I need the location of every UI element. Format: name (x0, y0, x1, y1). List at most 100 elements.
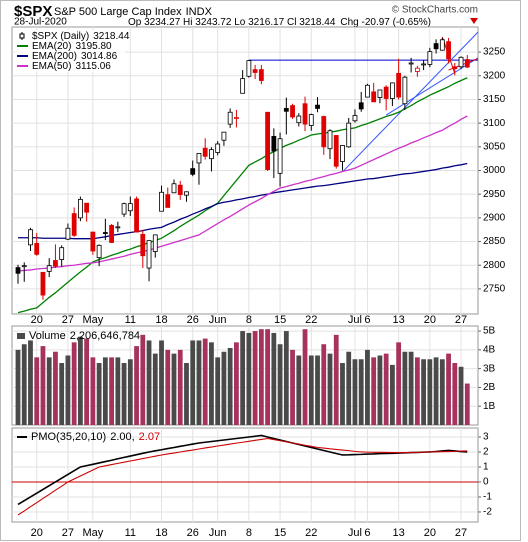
candle-body (134, 198, 139, 233)
candle-body (439, 39, 445, 51)
legend-name: EMA(20) (32, 41, 71, 52)
y-tick-label: 3B (483, 363, 496, 374)
volume-bar (146, 340, 152, 425)
y-tick-label: 1 (483, 462, 489, 473)
volume-bar (390, 364, 395, 425)
y-tick-label: 3050 (483, 141, 506, 152)
candle-body (365, 84, 370, 98)
volume-bar (439, 359, 445, 425)
candle-body (233, 117, 239, 119)
volume-bar (59, 363, 65, 425)
panel-bar (12, 326, 478, 425)
volume-bar (159, 340, 164, 425)
x-tick-label: 15 (274, 527, 286, 539)
volume-bar (127, 359, 133, 425)
volume-bar (315, 355, 320, 425)
volume-bar (134, 346, 139, 425)
legend-value: 3014.86 (81, 51, 118, 62)
volume-bar (196, 340, 202, 425)
volume-bar (215, 357, 221, 425)
candle-body (302, 103, 308, 125)
candle-body (102, 232, 108, 234)
volume-bar (290, 349, 295, 425)
volume-bar (121, 363, 127, 425)
volume-bar (53, 351, 58, 425)
y-tick-label: -2 (483, 507, 492, 518)
x-tick-label: 22 (305, 314, 317, 326)
candle-body (452, 66, 458, 70)
volume-bar (333, 334, 339, 425)
candle-body (146, 240, 152, 269)
y-tick-label: 0 (483, 477, 489, 488)
candle-body (277, 138, 283, 174)
x-tick-label: Jul (348, 527, 362, 539)
volume-bar (352, 359, 358, 425)
x-tick-label: 6 (364, 314, 370, 326)
candle-body (296, 115, 302, 124)
legend-entry: EMA(200) 3014.86 (32, 51, 118, 62)
candle-body (271, 136, 277, 152)
y-tick-label: 3150 (483, 94, 506, 105)
legend-name: $SPX (Daily) (32, 31, 89, 42)
volume-bar (383, 353, 389, 425)
candle-body (321, 116, 327, 148)
panel-line (12, 428, 478, 522)
volume-bar (115, 357, 121, 425)
candle-body (127, 203, 133, 212)
candle-body (78, 198, 83, 219)
volume-bar (240, 331, 246, 425)
y-tick-label: 3100 (483, 118, 506, 129)
volume-bar (414, 357, 420, 425)
candle-body (227, 111, 233, 125)
x-tick-label: 26 (187, 314, 199, 326)
volume-bar (258, 329, 264, 425)
y-tick-label: 2800 (483, 260, 506, 271)
candle-body (377, 89, 383, 98)
title: Volume (29, 330, 66, 342)
candle-body (209, 149, 214, 160)
x-tick-label: Jun (209, 527, 227, 539)
candle-body (246, 60, 252, 77)
candle-body (71, 213, 77, 236)
volume-bar (65, 355, 71, 425)
candle-body (389, 82, 395, 99)
x-tick-label: 22 (305, 527, 317, 539)
candle-body (283, 108, 289, 112)
volume-title: Volume 2,206,646,784 (29, 330, 140, 342)
volume-bar (28, 340, 33, 425)
pmo-line (17, 434, 468, 506)
candle-body (383, 86, 389, 99)
volume-bar (252, 331, 258, 425)
down-arrow (470, 18, 478, 24)
title-value: 2,206,646,784 (70, 330, 140, 342)
volume-bar (165, 349, 171, 425)
legend-icon (17, 333, 25, 339)
legend-box (15, 30, 125, 72)
copyright: © StockCharts.com (392, 5, 478, 16)
volume-bar (271, 332, 277, 425)
y-tick-label: 2850 (483, 236, 506, 247)
panel-candlestick (12, 27, 478, 314)
volume-bar (221, 351, 227, 425)
volume-bar (202, 338, 208, 425)
x-tick-label: 13 (393, 527, 405, 539)
volume-bar (209, 342, 214, 425)
volume-bar (427, 359, 433, 425)
volume-bar (96, 363, 102, 425)
trend-line (385, 57, 478, 116)
volume-bar (296, 355, 302, 425)
volume-bar (421, 359, 426, 425)
candle-body (458, 56, 464, 68)
x-tick-label: 13 (393, 314, 405, 326)
plot-layer: 2750280028502900295030003050310031503200… (12, 27, 506, 539)
volume-bar (140, 334, 146, 425)
x-tick-label: May (82, 527, 103, 539)
y-tick-label: 3200 (483, 70, 506, 81)
candle-body (290, 105, 295, 118)
x-tick-label: May (82, 314, 103, 326)
volume-bar (433, 357, 439, 425)
volume-bar (109, 357, 114, 425)
x-tick-label: 8 (246, 527, 252, 539)
volume-bar (71, 342, 77, 425)
